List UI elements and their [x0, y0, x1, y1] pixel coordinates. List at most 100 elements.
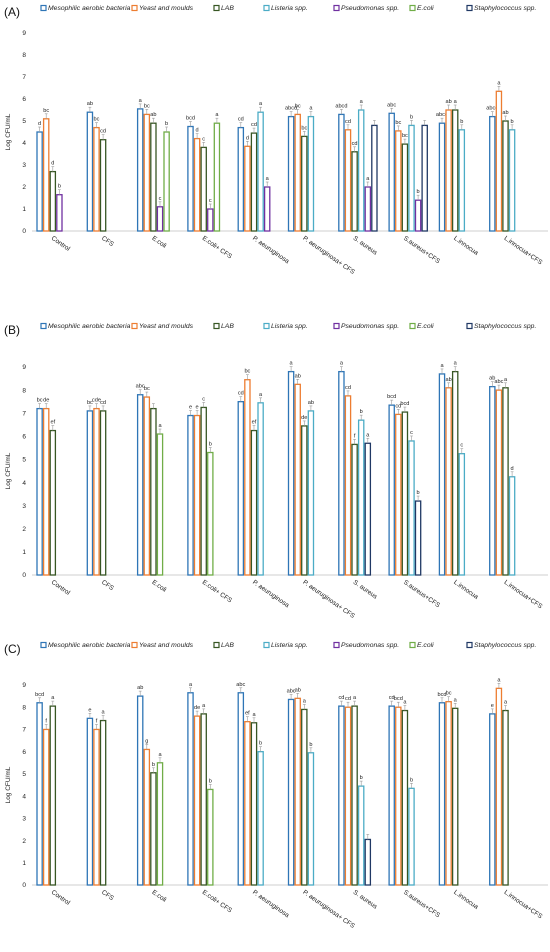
- legend-swatch: [409, 641, 416, 649]
- bar: [351, 443, 358, 576]
- data-label: cd: [395, 403, 401, 409]
- bar: [213, 122, 221, 232]
- data-label: a: [290, 361, 294, 367]
- bar: [93, 126, 100, 232]
- data-label: abc: [287, 688, 296, 694]
- bar: [99, 410, 107, 576]
- bar: [86, 717, 94, 886]
- bar: [395, 413, 402, 576]
- chart-panel-0: (A) Mesophilic aerobic bacteria Yeast and …: [4, 4, 548, 276]
- data-label: b: [152, 762, 155, 768]
- x-tick-label: Control: [50, 235, 72, 253]
- legend-label: Staphylococcus spp.: [474, 642, 536, 649]
- data-label: a: [454, 99, 458, 105]
- legend-label: Staphylococcus spp.: [474, 5, 536, 12]
- data-label: a: [102, 710, 106, 716]
- bar: [338, 370, 345, 576]
- bar: [357, 109, 365, 232]
- data-label: ef: [50, 420, 55, 426]
- y-tick-label: 7: [22, 727, 26, 734]
- bar: [143, 113, 151, 232]
- data-label: a: [139, 98, 143, 104]
- bar: [408, 124, 415, 232]
- bar: [156, 762, 164, 886]
- bar: [445, 387, 452, 576]
- bar: [438, 702, 446, 886]
- bar: [93, 407, 100, 576]
- data-label: b: [460, 119, 463, 125]
- bar: [508, 476, 516, 576]
- legend-swatch: [213, 4, 220, 12]
- data-label: bcd: [186, 116, 195, 122]
- chart-panel-1: (B) Mesophilic aerobic bacteria Yeast and …: [4, 322, 548, 620]
- y-tick-label: 3: [22, 816, 26, 823]
- bar: [207, 451, 214, 576]
- legend-swatch: [263, 4, 270, 12]
- legend-swatch: [131, 4, 138, 12]
- x-tick-label: S.aureus+CFS: [402, 235, 442, 266]
- x-tick-label: E.coli+ CFS: [201, 235, 234, 261]
- data-label: e: [88, 707, 91, 713]
- data-label: a: [259, 101, 263, 107]
- data-label: de: [301, 415, 307, 421]
- data-label: bc: [301, 125, 307, 131]
- data-label: e: [196, 405, 199, 411]
- data-label: bc: [244, 369, 250, 375]
- legend-swatch: [466, 4, 473, 12]
- y-tick-label: 4: [22, 793, 26, 800]
- legend-swatch: [409, 322, 416, 330]
- bar: [244, 721, 251, 886]
- bar: [338, 705, 345, 886]
- data-label: bc: [295, 103, 301, 109]
- bar: [136, 394, 144, 576]
- data-label: cd: [251, 122, 257, 128]
- y-tick-label: 3: [22, 503, 26, 510]
- bar: [395, 706, 402, 886]
- bar: [42, 728, 50, 886]
- bar: [156, 433, 164, 576]
- bar: [42, 118, 50, 232]
- bar: [445, 109, 452, 232]
- legend-label: LAB: [221, 323, 234, 330]
- data-label: b: [417, 189, 420, 195]
- data-label: a: [259, 392, 263, 398]
- x-tick-label: E.coli: [150, 579, 167, 594]
- x-tick-label: L.innocua+CFS: [503, 579, 544, 611]
- legend-label: E.coli: [417, 5, 434, 12]
- data-label: a: [497, 677, 501, 683]
- data-label: b: [58, 184, 61, 190]
- data-label: a: [504, 700, 508, 706]
- y-tick-label: 1: [22, 549, 26, 556]
- bar: [495, 687, 503, 886]
- panel-label: (B): [4, 323, 20, 337]
- y-tick-label: 7: [22, 74, 26, 81]
- legend-label: Mesophilic aerobic bacteria: [48, 5, 131, 12]
- panel-label: (C): [4, 642, 21, 656]
- data-label: ef: [245, 711, 250, 717]
- data-label: bc: [395, 120, 401, 126]
- data-label: cd: [345, 696, 351, 702]
- bar: [458, 129, 466, 232]
- data-label: de: [194, 705, 200, 711]
- bar: [136, 108, 144, 232]
- data-label: a: [189, 682, 193, 688]
- x-tick-label: L.innocua+CFS: [503, 235, 544, 267]
- bar: [421, 124, 428, 232]
- data-label: cd: [100, 400, 106, 406]
- bar: [136, 695, 144, 886]
- data-label: b: [410, 114, 413, 120]
- bar: [36, 407, 43, 576]
- data-label: ab: [308, 400, 314, 406]
- bar: [193, 137, 201, 232]
- legend-swatch: [213, 641, 220, 649]
- data-label: abc: [387, 102, 396, 108]
- data-label: a: [353, 695, 357, 701]
- data-label: ab: [445, 99, 451, 105]
- bar: [237, 126, 245, 232]
- bar: [364, 442, 372, 576]
- y-tick-label: 6: [22, 434, 26, 441]
- data-label: a: [440, 363, 444, 369]
- bar: [244, 145, 251, 232]
- y-tick-label: 4: [22, 140, 26, 147]
- bar: [187, 414, 194, 576]
